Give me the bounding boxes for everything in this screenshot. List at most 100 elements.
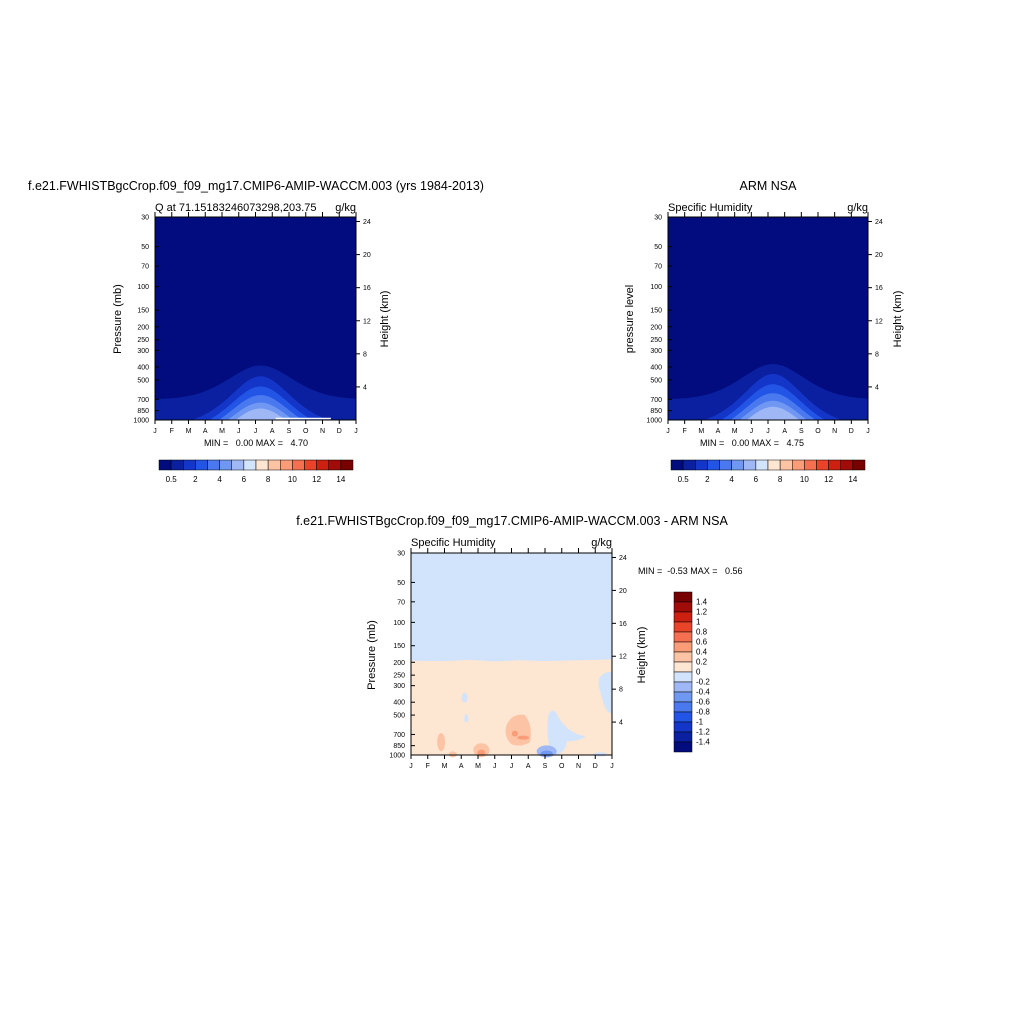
y-tick-label: 500 — [137, 377, 149, 384]
colorbar-swatch — [767, 459, 781, 471]
y-right-tick-label: 24 — [619, 555, 627, 562]
x-tick-label: O — [815, 428, 821, 435]
colorbar-swatch — [682, 459, 696, 471]
colorbar-swatch — [719, 459, 732, 471]
x-tick-label: J — [766, 428, 770, 435]
y-right-tick-label: 20 — [875, 252, 883, 259]
x-tick-label: M — [186, 428, 192, 435]
colorbar-swatch — [340, 459, 354, 471]
panel-diff-ylabel: Pressure (mb) — [366, 620, 378, 690]
y-tick-label: 50 — [397, 580, 405, 587]
y-tick-label: 70 — [654, 264, 662, 271]
colorbar-swatch — [673, 661, 693, 673]
colorbar-swatch — [280, 459, 293, 471]
x-tick-label: J — [666, 428, 670, 435]
colorbar-swatch — [673, 711, 693, 723]
colorbar-swatch — [828, 459, 841, 471]
y-tick-label: 250 — [137, 337, 149, 344]
panel-obs-left-string: Specific Humidity — [668, 202, 753, 214]
y-tick-label: 300 — [393, 683, 405, 690]
colorbar-swatch — [673, 621, 693, 633]
colorbar-swatch — [743, 459, 757, 471]
y-tick-label: 200 — [137, 324, 149, 331]
colorbar-label: 0 — [696, 668, 701, 677]
y-tick-label: 150 — [393, 643, 405, 650]
colorbar-swatch — [673, 631, 693, 643]
colorbar-label: 1 — [696, 618, 701, 627]
y-right-tick-label: 24 — [363, 219, 371, 226]
colorbar-label: 1.4 — [696, 598, 708, 607]
contour-fill-neg-strong — [540, 750, 553, 757]
panel-model-title: f.e21.FWHISTBgcCrop.f09_f09_mg17.CMIP6-A… — [28, 179, 484, 193]
y-right-tick-label: 16 — [619, 621, 627, 628]
panel-diff-ylabel-right: Height (km) — [636, 627, 648, 684]
colorbar-label: -0.4 — [696, 688, 710, 697]
colorbar-label: 8 — [266, 475, 271, 484]
colorbar-label: -0.8 — [696, 708, 710, 717]
colorbar-swatch — [328, 459, 342, 471]
colorbar-label: 14 — [848, 475, 857, 484]
y-right-tick-label: 8 — [363, 351, 367, 358]
contour-fill-level-6 — [236, 408, 285, 420]
colorbar-swatch — [816, 459, 829, 471]
y-tick-label: 250 — [650, 337, 662, 344]
contour-fill-pos-strong — [517, 735, 530, 740]
colorbar-swatch — [316, 459, 329, 471]
colorbar-swatch — [673, 701, 693, 713]
contour-fill-pos-medium — [448, 751, 457, 758]
x-tick-label: O — [303, 428, 309, 435]
x-tick-label: J — [610, 763, 614, 770]
y-tick-label: 70 — [141, 264, 149, 271]
contour-fill-neg-small — [598, 671, 612, 713]
colorbar-swatch — [673, 691, 693, 703]
panel-diff-colorbar: 1.41.210.80.60.40.20-0.2-0.4-0.6-0.8-1-1… — [673, 591, 710, 753]
x-tick-label: S — [543, 763, 548, 770]
colorbar-label: -1.2 — [696, 728, 710, 737]
panel-obs-ylabel-right: Height (km) — [892, 291, 904, 348]
x-tick-label: D — [337, 428, 342, 435]
x-tick-label: M — [698, 428, 704, 435]
x-tick-label: J — [409, 763, 413, 770]
colorbar-label: 14 — [336, 475, 345, 484]
x-tick-label: J — [254, 428, 258, 435]
panel-model-right-string: g/kg — [335, 202, 356, 214]
y-tick-label: 400 — [650, 364, 662, 371]
colorbar-swatch — [292, 459, 305, 471]
contour-fill-pos-strong — [511, 730, 518, 737]
y-right-tick-label: 16 — [875, 285, 883, 292]
colorbar-swatch — [695, 459, 708, 471]
y-tick-label: 300 — [137, 348, 149, 355]
colorbar-swatch — [243, 459, 257, 471]
y-tick-label: 30 — [654, 215, 662, 222]
panel-obs-stats: MIN = 0.00 MAX = 4.75 — [700, 438, 804, 448]
colorbar-swatch — [755, 459, 769, 471]
x-tick-label: A — [459, 763, 464, 770]
y-right-tick-label: 4 — [619, 720, 623, 727]
y-right-tick-label: 24 — [875, 219, 883, 226]
y-tick-label: 50 — [141, 244, 149, 251]
y-tick-label: 850 — [650, 408, 662, 415]
panel-diff-stats: MIN = -0.53 MAX = 0.56 — [638, 566, 743, 576]
y-tick-label: 100 — [650, 284, 662, 291]
y-tick-label: 700 — [137, 397, 149, 404]
panel-diff-plot-area: J F M A M J J A S O N D J 30 50 70 100 150 200 250 300 400 500… — [389, 548, 627, 770]
y-right-tick-label: 20 — [619, 588, 627, 595]
y-tick-label: 1000 — [389, 753, 405, 760]
contour-fill-neg-small — [547, 710, 586, 755]
y-tick-label: 700 — [393, 732, 405, 739]
colorbar-label: -0.6 — [696, 698, 710, 707]
colorbar-label: 0.8 — [696, 628, 708, 637]
y-tick-label: 150 — [650, 308, 662, 315]
y-tick-label: 850 — [393, 743, 405, 750]
y-tick-label: 1000 — [646, 418, 662, 425]
colorbar-swatch — [673, 741, 693, 753]
panel-model-stats: MIN = 0.00 MAX = 4.70 — [204, 438, 308, 448]
x-tick-label: J — [153, 428, 157, 435]
y-right-tick-label: 12 — [875, 318, 883, 325]
y-right-tick-label: 20 — [363, 252, 371, 259]
colorbar-label: 1.2 — [696, 608, 708, 617]
y-right-tick-label: 8 — [619, 687, 623, 694]
y-right-tick-label: 12 — [619, 654, 627, 661]
x-tick-label: M — [219, 428, 225, 435]
